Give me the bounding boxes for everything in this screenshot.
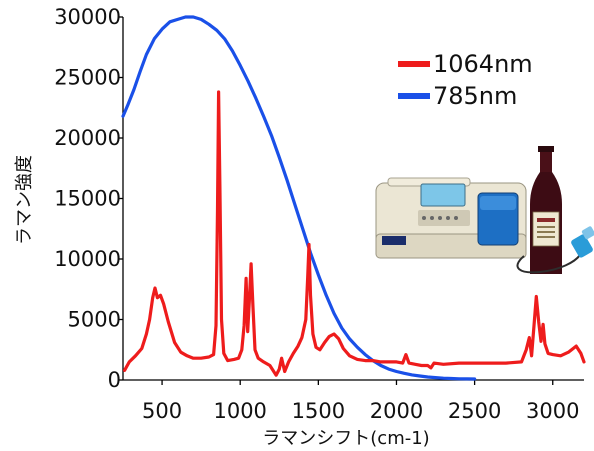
- x-tick-label: 500: [142, 399, 182, 423]
- legend-swatch-1064nm: [398, 61, 430, 67]
- y-tick-label: 10000: [54, 247, 121, 271]
- y-tick-label: 20000: [54, 126, 121, 150]
- y-tick-label: 0: [108, 368, 121, 392]
- y-tick-label: 30000: [54, 5, 121, 29]
- x-tick-label: 2500: [448, 399, 501, 423]
- y-axis-ticks: 0 5000 10000 15000 20000 25000 30000: [54, 5, 123, 392]
- x-tick-label: 1500: [292, 399, 345, 423]
- legend-label-785nm: 785nm: [433, 82, 517, 110]
- x-axis-ticks: 500 1000 1500 2000 2500 3000: [142, 380, 579, 423]
- y-tick-label: 25000: [54, 66, 121, 90]
- x-tick-label: 1000: [213, 399, 266, 423]
- legend-label-1064nm: 1064nm: [433, 50, 533, 78]
- y-tick-label: 15000: [54, 187, 121, 211]
- y-axis-title: ラマン強度: [14, 155, 35, 245]
- spectrometer-icon: [375, 177, 527, 259]
- legend: 1064nm 785nm: [398, 50, 533, 110]
- y-tick-label: 5000: [68, 308, 121, 332]
- x-tick-label: 2000: [370, 399, 423, 423]
- probe-icon: [516, 226, 594, 274]
- series-layer: [121, 15, 586, 381]
- legend-swatch-785nm: [398, 93, 430, 99]
- x-axis-title: ラマンシフト(cm-1): [262, 428, 429, 449]
- series-line-785nm: [121, 15, 477, 381]
- wine-bottle-icon: [530, 146, 562, 274]
- series-line-1064nm: [123, 90, 586, 377]
- spectrometer-wine-illustration: [375, 146, 594, 274]
- x-tick-label: 3000: [526, 399, 579, 423]
